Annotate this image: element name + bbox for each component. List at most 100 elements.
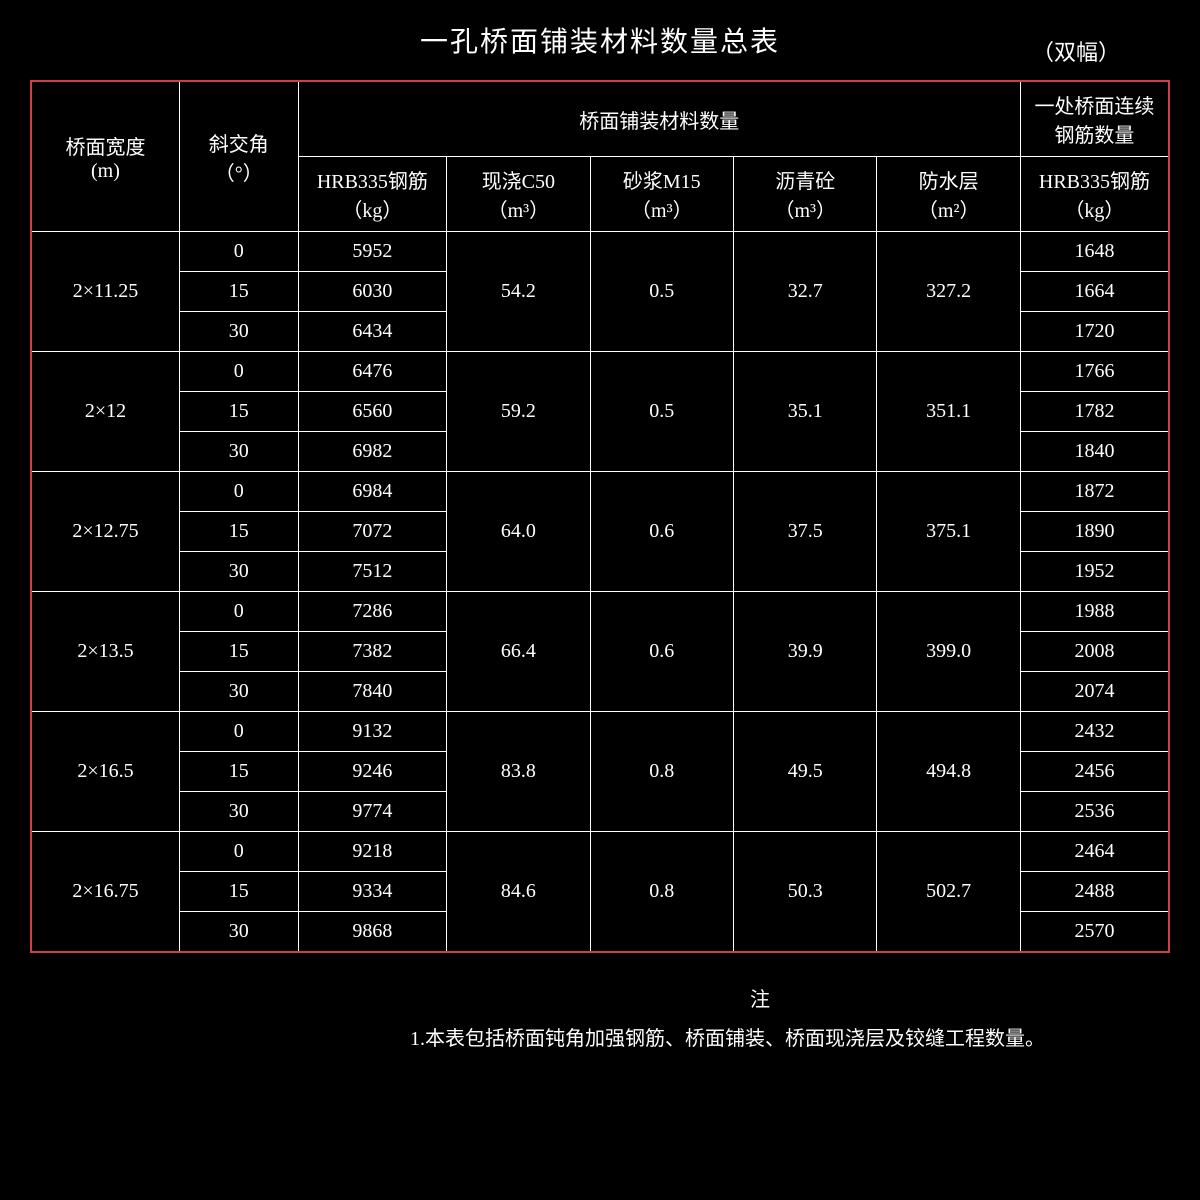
cell-angle: 15 — [179, 512, 298, 552]
cell-angle: 30 — [179, 552, 298, 592]
cell-hrb: 7072 — [298, 512, 447, 552]
cell-waterproof: 494.8 — [877, 712, 1020, 832]
cell-hrb: 7286 — [298, 592, 447, 632]
cell-cont: 1782 — [1020, 392, 1169, 432]
cell-asphalt: 50.3 — [734, 832, 877, 953]
header-asphalt: 沥青砼（m³） — [734, 157, 877, 232]
page-title: 一孔桥面铺装材料数量总表 — [420, 20, 780, 60]
cell-width: 2×16.75 — [31, 832, 179, 953]
cell-angle: 15 — [179, 752, 298, 792]
cell-cont: 2008 — [1020, 632, 1169, 672]
cell-cont: 1988 — [1020, 592, 1169, 632]
cell-waterproof: 399.0 — [877, 592, 1020, 712]
cell-cont: 1766 — [1020, 352, 1169, 392]
cell-waterproof: 351.1 — [877, 352, 1020, 472]
cell-asphalt: 35.1 — [734, 352, 877, 472]
cell-cont: 1664 — [1020, 272, 1169, 312]
header-c50: 现浇C50（m³） — [447, 157, 590, 232]
notes-section: 注 1.本表包括桥面钝角加强钢筋、桥面铺装、桥面现浇层及铰缝工程数量。 — [30, 983, 1170, 1051]
cell-angle: 0 — [179, 352, 298, 392]
cell-cont: 2432 — [1020, 712, 1169, 752]
header-hrb335: HRB335钢筋（kg） — [298, 157, 447, 232]
cell-angle: 30 — [179, 912, 298, 953]
cell-hrb: 7382 — [298, 632, 447, 672]
cell-angle: 0 — [179, 472, 298, 512]
cell-angle: 0 — [179, 712, 298, 752]
cell-hrb: 7840 — [298, 672, 447, 712]
cell-asphalt: 39.9 — [734, 592, 877, 712]
cell-hrb: 7512 — [298, 552, 447, 592]
cell-waterproof: 502.7 — [877, 832, 1020, 953]
materials-table: 桥面宽度(m) 斜交角（°） 桥面铺装材料数量 一处桥面连续钢筋数量 HRB33… — [30, 80, 1170, 953]
cell-cont: 2074 — [1020, 672, 1169, 712]
cell-angle: 15 — [179, 272, 298, 312]
cell-cont: 2456 — [1020, 752, 1169, 792]
cell-m15: 0.8 — [590, 832, 733, 953]
cell-angle: 15 — [179, 392, 298, 432]
cell-c50: 84.6 — [447, 832, 590, 953]
cell-angle: 15 — [179, 872, 298, 912]
cell-angle: 30 — [179, 792, 298, 832]
header-waterproof: 防水层（m²） — [877, 157, 1020, 232]
cell-width: 2×12 — [31, 352, 179, 472]
cell-hrb: 6560 — [298, 392, 447, 432]
cell-hrb: 6982 — [298, 432, 447, 472]
cell-cont: 1840 — [1020, 432, 1169, 472]
cell-width: 2×12.75 — [31, 472, 179, 592]
cell-angle: 30 — [179, 312, 298, 352]
header-continuous: 一处桥面连续钢筋数量 — [1020, 81, 1169, 157]
cell-c50: 66.4 — [447, 592, 590, 712]
cell-m15: 0.5 — [590, 232, 733, 352]
cell-angle: 30 — [179, 672, 298, 712]
cell-cont: 2536 — [1020, 792, 1169, 832]
header-angle: 斜交角（°） — [179, 81, 298, 232]
notes-line: 1.本表包括桥面钝角加强钢筋、桥面铺装、桥面现浇层及铰缝工程数量。 — [410, 1022, 1170, 1051]
cell-hrb: 9246 — [298, 752, 447, 792]
cell-cont: 2464 — [1020, 832, 1169, 872]
cell-angle: 15 — [179, 632, 298, 672]
cell-width: 2×16.5 — [31, 712, 179, 832]
cell-hrb: 9334 — [298, 872, 447, 912]
cell-cont: 1952 — [1020, 552, 1169, 592]
cell-hrb: 9132 — [298, 712, 447, 752]
notes-label: 注 — [350, 983, 1170, 1012]
cell-angle: 0 — [179, 832, 298, 872]
header-m15: 砂浆M15（m³） — [590, 157, 733, 232]
cell-cont: 1890 — [1020, 512, 1169, 552]
cell-cont: 1720 — [1020, 312, 1169, 352]
cell-hrb: 9774 — [298, 792, 447, 832]
cell-width: 2×13.5 — [31, 592, 179, 712]
cell-m15: 0.8 — [590, 712, 733, 832]
cell-asphalt: 32.7 — [734, 232, 877, 352]
cell-angle: 0 — [179, 232, 298, 272]
cell-c50: 59.2 — [447, 352, 590, 472]
cell-hrb: 9218 — [298, 832, 447, 872]
cell-cont: 1648 — [1020, 232, 1169, 272]
cell-m15: 0.5 — [590, 352, 733, 472]
cell-hrb: 6434 — [298, 312, 447, 352]
cell-c50: 54.2 — [447, 232, 590, 352]
cell-cont: 2570 — [1020, 912, 1169, 953]
cell-hrb: 9868 — [298, 912, 447, 953]
cell-angle: 0 — [179, 592, 298, 632]
cell-hrb: 5952 — [298, 232, 447, 272]
header-cont-hrb: HRB335钢筋（kg） — [1020, 157, 1169, 232]
cell-asphalt: 49.5 — [734, 712, 877, 832]
header-group: 桥面铺装材料数量 — [298, 81, 1020, 157]
cell-angle: 30 — [179, 432, 298, 472]
header-width: 桥面宽度(m) — [31, 81, 179, 232]
cell-waterproof: 327.2 — [877, 232, 1020, 352]
page-subtitle: （双幅） — [1032, 35, 1120, 67]
cell-cont: 2488 — [1020, 872, 1169, 912]
cell-asphalt: 37.5 — [734, 472, 877, 592]
cell-hrb: 6030 — [298, 272, 447, 312]
cell-m15: 0.6 — [590, 592, 733, 712]
cell-waterproof: 375.1 — [877, 472, 1020, 592]
cell-m15: 0.6 — [590, 472, 733, 592]
cell-cont: 1872 — [1020, 472, 1169, 512]
cell-c50: 83.8 — [447, 712, 590, 832]
cell-c50: 64.0 — [447, 472, 590, 592]
cell-width: 2×11.25 — [31, 232, 179, 352]
cell-hrb: 6984 — [298, 472, 447, 512]
cell-hrb: 6476 — [298, 352, 447, 392]
